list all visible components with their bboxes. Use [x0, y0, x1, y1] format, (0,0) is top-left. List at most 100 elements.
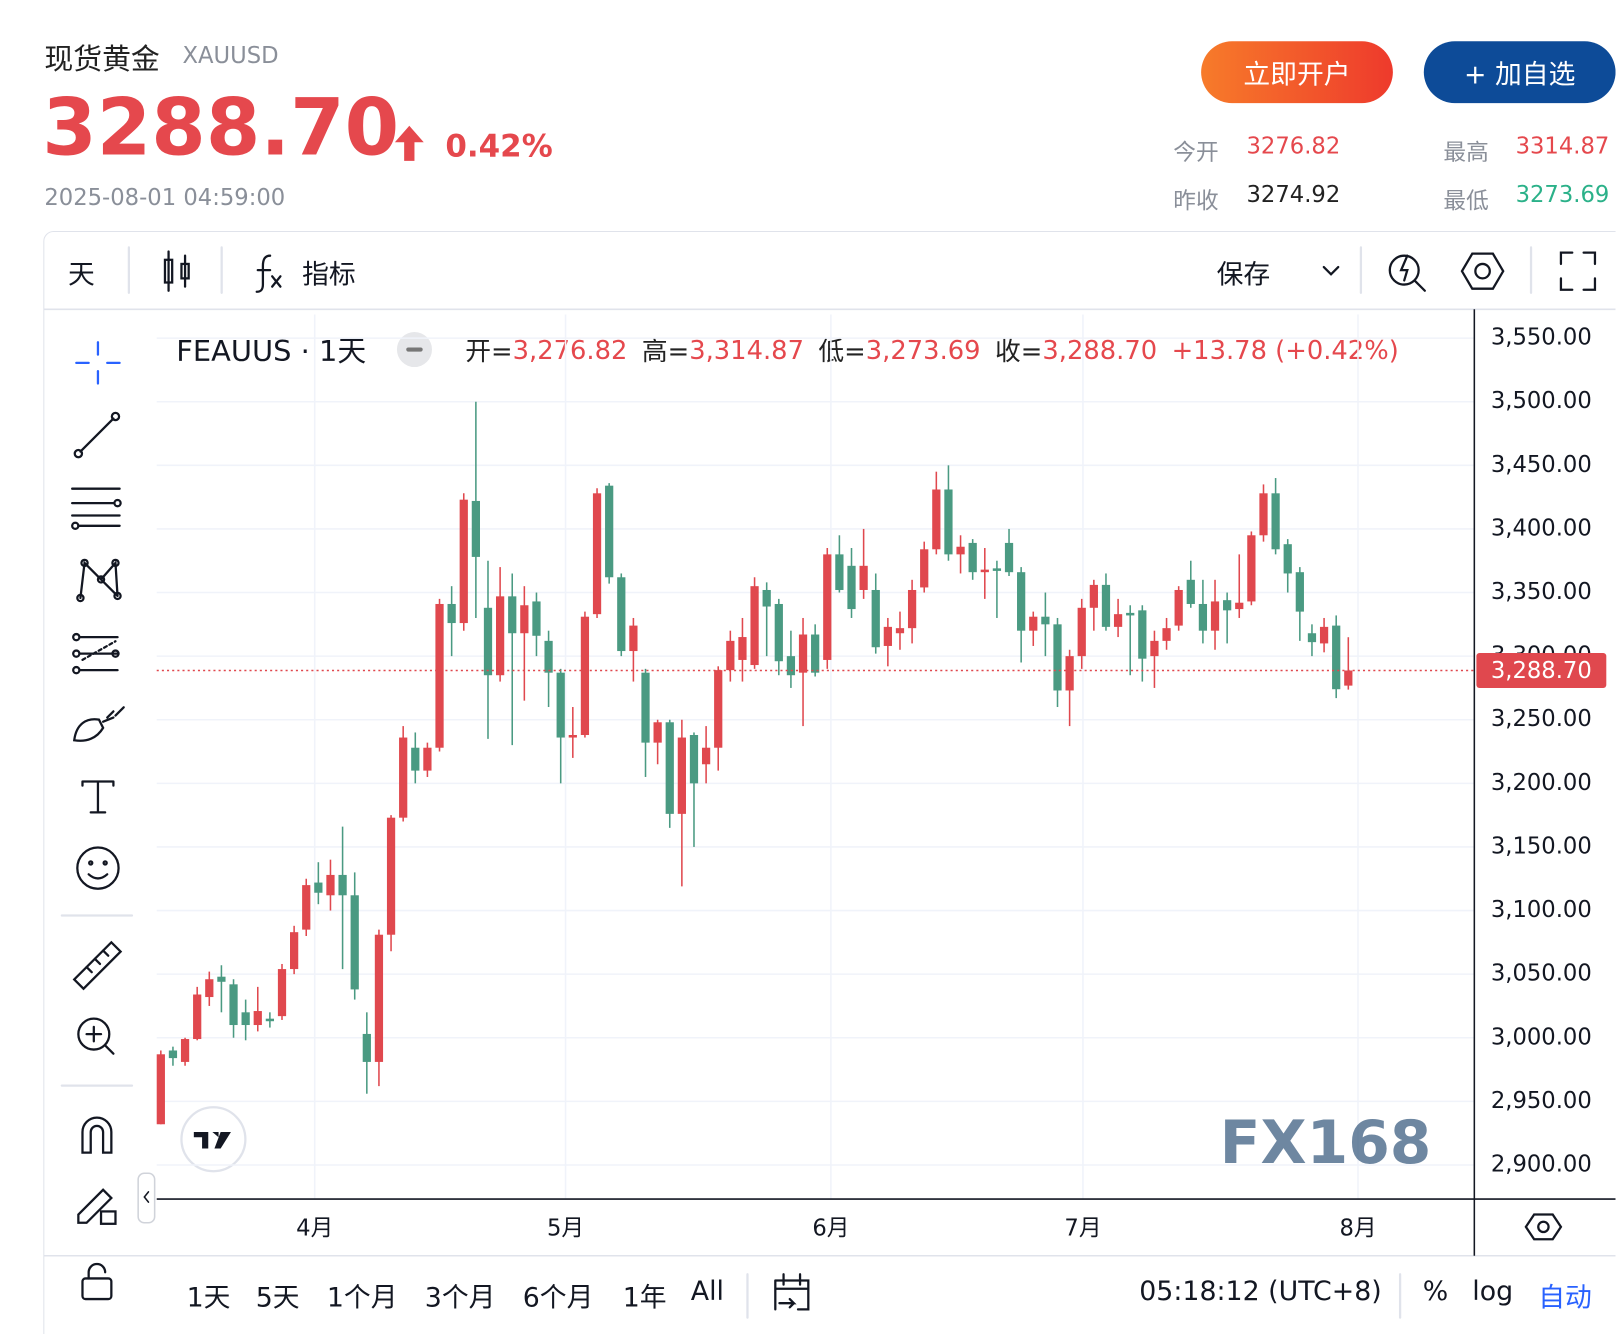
- candle-body: [544, 640, 553, 673]
- candle-body: [1113, 614, 1123, 627]
- candle-body: [689, 735, 699, 784]
- candle-body: [811, 634, 820, 673]
- log-toggle[interactable]: log: [1472, 1276, 1514, 1308]
- candle-body: [435, 603, 444, 748]
- price-tag: [1476, 652, 1607, 689]
- alert-icon[interactable]: [1388, 254, 1426, 292]
- fx-icon[interactable]: [255, 254, 282, 293]
- lock-drawing-tool[interactable]: [77, 1188, 117, 1225]
- range-button[interactable]: 1天: [186, 1282, 231, 1314]
- candle-body: [1319, 626, 1329, 644]
- magnet-tool[interactable]: [81, 1116, 113, 1154]
- candle-body: [980, 569, 989, 573]
- candle-body: [932, 489, 941, 550]
- plot: 4月 5月 6月 7月 8月 2,900.00 2,950.00 3,000.00 3,050.…: [156, 309, 1616, 1256]
- ruler-tool[interactable]: [72, 940, 123, 991]
- candle-body: [302, 885, 311, 930]
- candle-body: [495, 596, 505, 676]
- candle-body: [1004, 542, 1014, 573]
- fib-tool[interactable]: [71, 487, 122, 531]
- price-tag-label: 3,288.70: [1491, 658, 1592, 684]
- legend-value: 3,276.82: [512, 334, 628, 365]
- candle-body: [1041, 616, 1050, 625]
- candle-body: [1101, 584, 1111, 627]
- stat-value: 3273.69: [1515, 182, 1610, 209]
- fullscreen-icon[interactable]: [1559, 251, 1597, 291]
- range-button[interactable]: 5天: [255, 1282, 300, 1314]
- candle-body: [217, 976, 226, 982]
- auto-toggle[interactable]: 自动: [1538, 1282, 1592, 1314]
- save-button[interactable]: 保存: [1216, 259, 1271, 291]
- clock: 05:18:12 (UTC+8): [1139, 1276, 1382, 1308]
- y-tick-label: 3,550.00: [1491, 325, 1592, 351]
- legend-value: 3,273.69: [865, 334, 981, 365]
- crosshair-tool[interactable]: [75, 341, 121, 385]
- interval-button[interactable]: 天: [68, 259, 95, 291]
- y-tick-label: 3,400.00: [1491, 515, 1592, 541]
- candle-body: [762, 589, 771, 607]
- candle-body: [399, 737, 408, 818]
- add-watchlist-button[interactable]: + 加自选: [1423, 41, 1616, 104]
- candle-body: [677, 737, 686, 814]
- range-button[interactable]: 1个月: [326, 1282, 398, 1314]
- zoom-tool[interactable]: [77, 1017, 115, 1055]
- candle-body: [920, 549, 929, 588]
- candle-body: [617, 577, 626, 652]
- x-tick-label: 6月: [812, 1215, 849, 1241]
- candle-body: [459, 499, 468, 624]
- stat-label: 最低: [1443, 188, 1489, 215]
- price-change: 0.42%: [445, 128, 553, 165]
- settings-icon[interactable]: [1460, 252, 1505, 290]
- x-tick-label: 8月: [1339, 1215, 1376, 1241]
- chevron-icon[interactable]: [1322, 265, 1340, 276]
- indicators-button[interactable]: 指标: [302, 259, 356, 291]
- legend-label: 高=: [641, 336, 690, 367]
- stat-label: 今开: [1173, 140, 1219, 166]
- candle-body: [835, 554, 844, 590]
- candle-body: [423, 747, 432, 771]
- candle-body: [1235, 602, 1244, 610]
- emoji-tool[interactable]: [76, 846, 120, 890]
- chart-type-icon[interactable]: [163, 250, 190, 292]
- x-tick-label: 4月: [296, 1215, 333, 1241]
- legend-value: 3,288.70: [1042, 334, 1158, 365]
- candle-body: [629, 625, 638, 652]
- y-tick-label: 3,000.00: [1491, 1024, 1592, 1050]
- axis-settings-icon[interactable]: [1524, 1213, 1563, 1241]
- range-button[interactable]: 6个月: [522, 1282, 594, 1314]
- legend-change: +13.78 (+0.42%): [1171, 334, 1399, 365]
- candle-body: [968, 542, 977, 573]
- candle-body: [508, 596, 517, 634]
- legend-label: 低=: [818, 336, 866, 367]
- range-button[interactable]: 1年: [622, 1282, 667, 1314]
- brush-tool[interactable]: [72, 706, 125, 742]
- trendline-tool[interactable]: [73, 411, 121, 459]
- candle-body: [241, 1012, 250, 1026]
- projection-tool[interactable]: [72, 632, 120, 675]
- y-tick-label: 3,450.00: [1491, 452, 1592, 478]
- candle-body: [1198, 603, 1208, 631]
- instrument-name: 现货黄金: [44, 42, 160, 77]
- candle-body: [1126, 612, 1135, 616]
- text-tool[interactable]: [81, 780, 115, 814]
- candle-body: [1283, 544, 1292, 574]
- lock-tool[interactable]: [81, 1262, 113, 1301]
- candle-body: [1259, 493, 1268, 536]
- goto-date-icon[interactable]: [774, 1273, 810, 1311]
- candle-body: [750, 586, 759, 666]
- candle-body: [641, 672, 650, 743]
- candle-body: [701, 747, 711, 765]
- collapse-handle[interactable]: [137, 1172, 156, 1224]
- percent-toggle[interactable]: %: [1422, 1276, 1449, 1308]
- candle-body: [253, 1011, 262, 1026]
- candle-body: [738, 637, 747, 660]
- range-button[interactable]: 3个月: [424, 1282, 496, 1314]
- pattern-tool[interactable]: [76, 558, 122, 603]
- candle-body: [1150, 640, 1159, 657]
- open-account-button[interactable]: 立即开户: [1201, 41, 1393, 104]
- candle-body: [338, 874, 347, 896]
- candle-body: [1162, 628, 1171, 641]
- candle-body: [362, 1033, 371, 1062]
- range-button[interactable]: All: [690, 1276, 725, 1308]
